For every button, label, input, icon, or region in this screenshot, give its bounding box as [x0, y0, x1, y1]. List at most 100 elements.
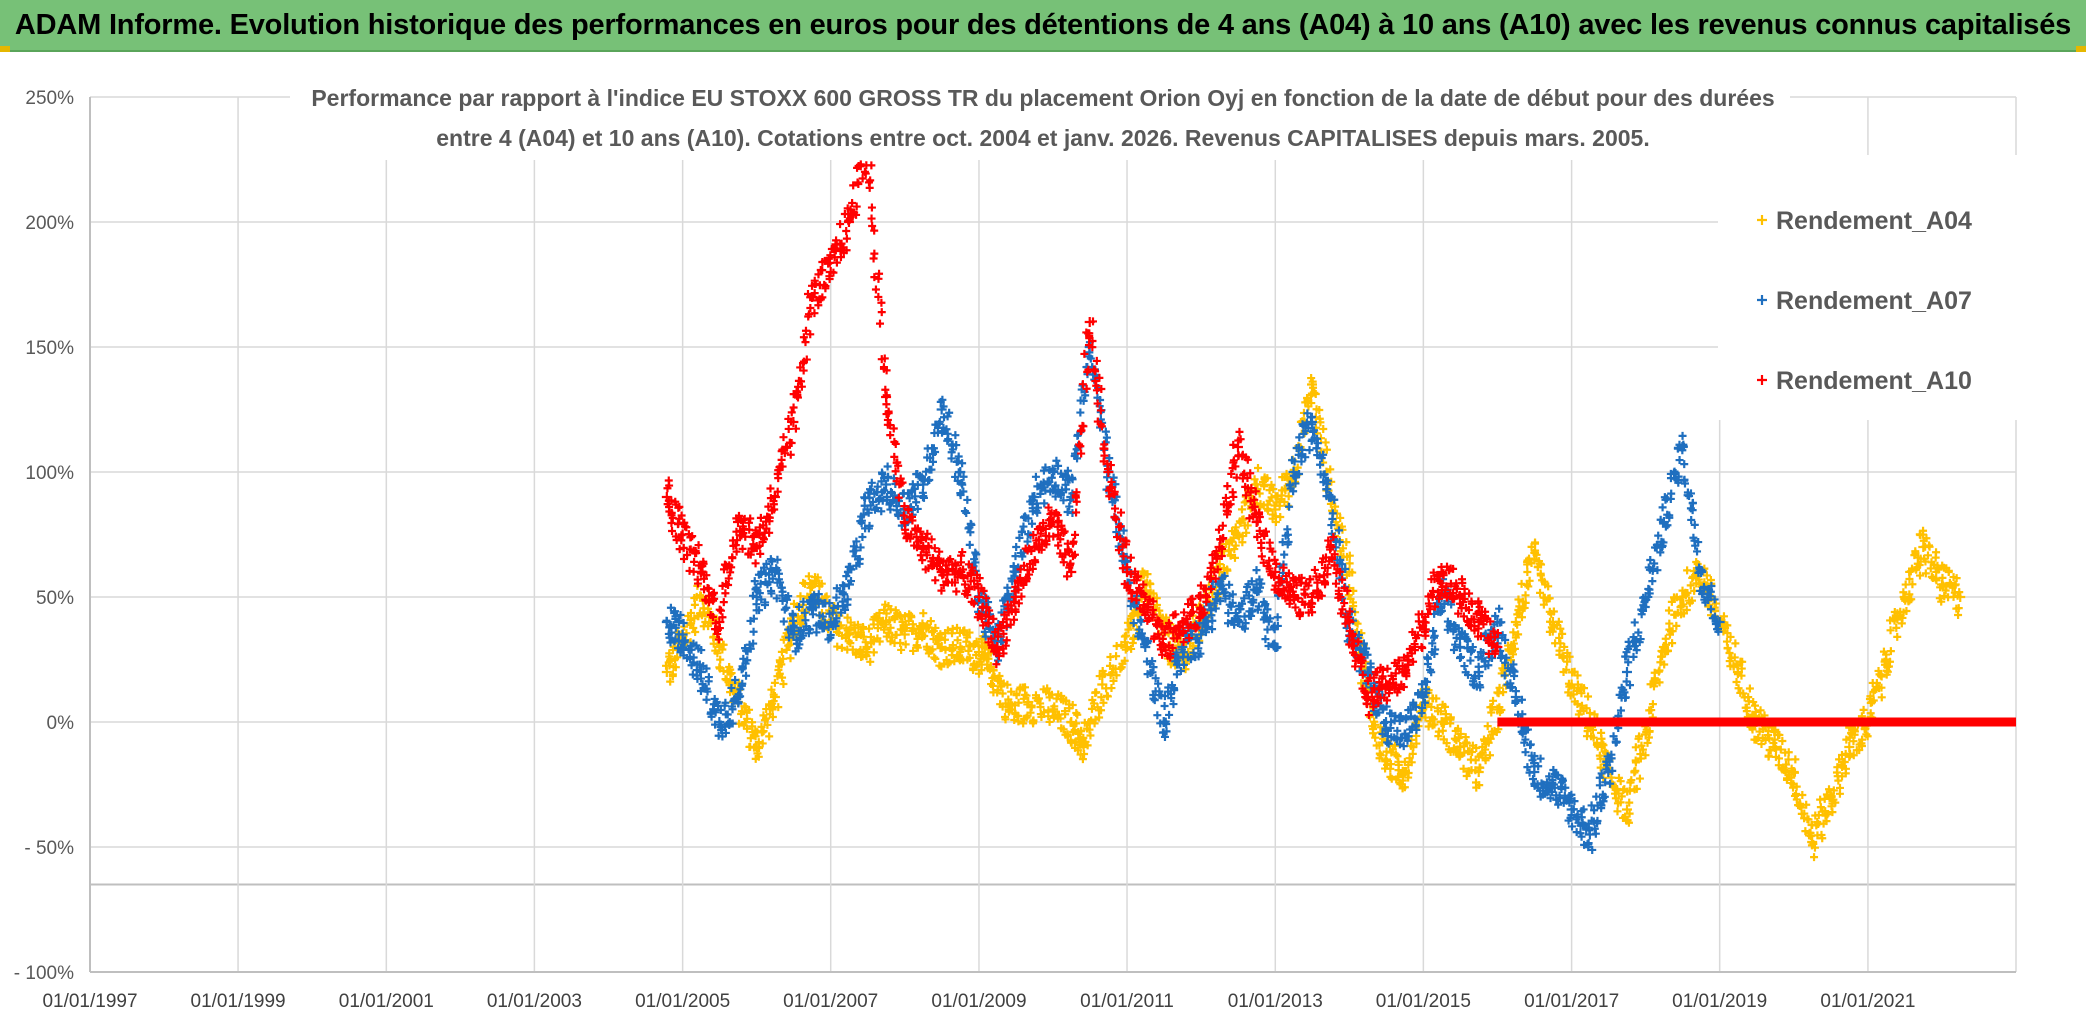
data-point: [1473, 767, 1484, 777]
data-point-cloud: [882, 609, 891, 618]
data-point-cloud: [1307, 399, 1316, 408]
data-point-cloud: [1764, 752, 1773, 761]
data-point-cloud: [1573, 699, 1582, 708]
legend-label: Rendement_A07: [1776, 287, 1972, 315]
data-point-cloud: [1555, 633, 1564, 642]
data-point-cloud: [1725, 649, 1734, 658]
data-point-cloud: [769, 697, 778, 706]
data-point: [1066, 717, 1077, 727]
data-point-cloud: [1349, 598, 1357, 607]
data-point-cloud: [874, 614, 883, 623]
data-point-cloud: [1779, 763, 1788, 772]
data-point-cloud: [1636, 754, 1645, 763]
data-point-cloud: [1509, 628, 1518, 637]
data-point-cloud: [1345, 559, 1354, 568]
data-point-cloud: [761, 598, 770, 607]
data-point-cloud: [786, 654, 795, 663]
data-point-cloud: [867, 203, 876, 212]
data-point: [1621, 667, 1632, 677]
data-point-cloud: [984, 654, 993, 663]
data-point-cloud: [1734, 684, 1743, 693]
data-point-cloud: [1454, 734, 1463, 743]
data-point: [1078, 742, 1089, 752]
data-point-cloud: [843, 613, 852, 622]
data-point-cloud: [936, 633, 945, 642]
data-point-cloud: [1400, 783, 1409, 792]
data-point-cloud: [1012, 691, 1021, 700]
data-point-cloud: [1441, 710, 1450, 719]
data-point-cloud: [1723, 644, 1732, 653]
data-point-cloud: [1558, 629, 1567, 638]
data-point-cloud: [1835, 755, 1844, 764]
data-point-cloud: [1648, 577, 1657, 586]
data-point-cloud: [712, 697, 721, 706]
data-point: [1825, 792, 1836, 802]
data-point: [881, 392, 892, 402]
data-point-cloud: [1267, 493, 1276, 502]
data-point-cloud: [686, 608, 695, 617]
y-tick-label: 50%: [36, 588, 74, 609]
data-point-cloud: [1122, 631, 1131, 640]
data-point-cloud: [1613, 807, 1622, 816]
data-point-cloud: [1784, 748, 1793, 757]
data-point-cloud: [1884, 662, 1893, 671]
data-point-cloud: [800, 608, 809, 617]
data-point-cloud: [1097, 706, 1106, 715]
data-point: [1232, 529, 1243, 540]
data-point: [955, 642, 966, 652]
data-point-cloud: [740, 702, 749, 711]
data-point-cloud: [1072, 719, 1081, 728]
data-point: [1399, 767, 1410, 777]
data-point-cloud: [1869, 696, 1878, 705]
data-point-cloud: [758, 739, 767, 748]
data-point-cloud: [1822, 817, 1831, 826]
data-point-cloud: [1678, 431, 1687, 440]
corner-accent-left: [0, 46, 10, 52]
data-point-cloud: [739, 654, 748, 663]
data-point-cloud: [852, 633, 861, 642]
data-point-cloud: [1224, 546, 1233, 555]
data-point-cloud: [1459, 764, 1468, 773]
data-point-cloud: [1664, 606, 1673, 615]
data-point-cloud: [1506, 656, 1515, 665]
data-point-cloud: [1829, 786, 1838, 795]
data-point-cloud: [799, 597, 808, 606]
data-point-cloud: [768, 557, 777, 566]
data-point-cloud: [846, 639, 855, 648]
chart-title-line-2: entre 4 (A04) et 10 ans (A10). Cotations…: [436, 125, 1650, 151]
data-point-cloud: [1264, 506, 1273, 515]
data-point-cloud: [909, 646, 918, 655]
data-point-cloud: [716, 705, 725, 714]
data-point-cloud: [928, 645, 937, 654]
data-point-cloud: [1680, 460, 1689, 469]
data-point-cloud: [1521, 591, 1530, 600]
data-point-cloud: [931, 623, 940, 632]
data-point-cloud: [877, 308, 886, 317]
data-point: [1232, 442, 1243, 452]
data-point-cloud: [742, 671, 751, 680]
data-point-cloud: [1635, 732, 1644, 741]
data-point-cloud: [749, 639, 758, 648]
data-point-cloud: [1386, 764, 1395, 773]
series-layer: [661, 140, 2016, 862]
data-point-cloud: [1338, 544, 1347, 553]
x-tick-label: 01/01/2003: [487, 991, 582, 1012]
data-point-cloud: [762, 559, 771, 568]
data-point-cloud: [755, 606, 764, 615]
data-point-cloud: [1376, 751, 1385, 760]
data-point-cloud: [1525, 576, 1534, 585]
data-point-cloud: [1841, 769, 1850, 778]
data-point-cloud: [690, 600, 699, 609]
data-point-cloud: [1252, 566, 1261, 575]
data-point-cloud: [1502, 681, 1511, 690]
data-point-cloud: [833, 642, 842, 651]
data-point: [985, 662, 996, 672]
data-point-cloud: [1573, 671, 1582, 680]
data-point-cloud: [1060, 707, 1069, 716]
data-point-cloud: [671, 612, 680, 621]
data-point-cloud: [785, 640, 794, 649]
data-point: [899, 629, 910, 640]
data-point-cloud: [1631, 756, 1640, 765]
data-point-cloud: [1077, 726, 1086, 735]
y-tick-label: 100%: [25, 463, 74, 484]
